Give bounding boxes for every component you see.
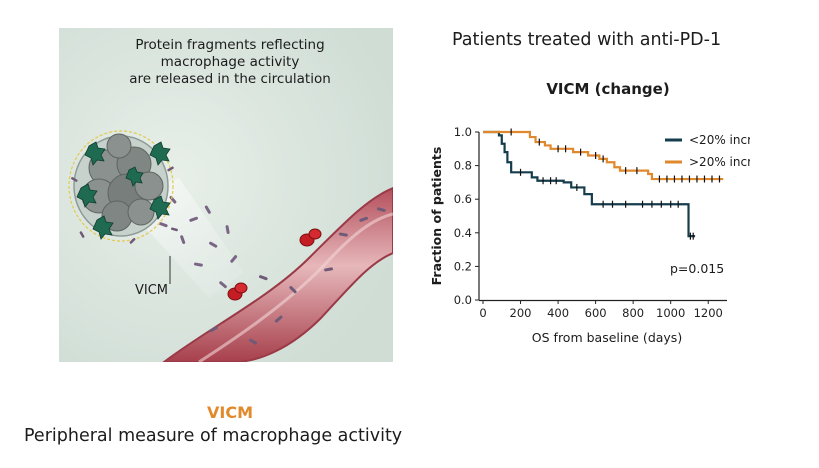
x-tick-label: 1000 xyxy=(656,306,685,320)
macrophage-cluster xyxy=(68,130,178,244)
series-line-1 xyxy=(483,130,696,238)
survival-chart: 0.00.20.40.60.81.00 200 400 600 800 1000 1200 … xyxy=(429,125,750,345)
p-value-annotation: p=0.015 xyxy=(670,261,724,276)
red-blood-cells xyxy=(227,228,322,301)
bottom-description: Peripheral measure of macrophage activit… xyxy=(24,426,403,446)
illustration-caption: Protein fragments reflecting macrophage … xyxy=(99,37,361,88)
y-tick-label: 0.8 xyxy=(454,159,472,173)
illustration-art xyxy=(59,28,393,362)
caption-line-1: Protein fragments reflecting xyxy=(135,37,325,53)
chart-axes: 0.0 0.2 0.4 0.6 0.8 1.0 0 200 400 600 800 1000 1200 xyxy=(454,125,727,320)
x-tick-label: 600 xyxy=(585,306,607,320)
y-tick-label: 0.6 xyxy=(454,192,472,206)
legend-label-2: >20% increase xyxy=(689,155,750,169)
caption-line-2: macrophage activity xyxy=(160,54,300,70)
x-axis-label: OS from baseline (days) xyxy=(532,330,682,345)
vessel-fragments xyxy=(209,207,386,345)
y-tick-label: 0.4 xyxy=(454,226,472,240)
legend-label-1: <20% increase xyxy=(689,133,750,147)
chart-heading: Patients treated with anti-PD-1 xyxy=(452,30,722,50)
macrophage-illustration: Protein fragments reflecting macrophage … xyxy=(59,28,393,362)
series-line-2 xyxy=(483,130,724,181)
y-tick-label: 0.2 xyxy=(454,259,472,273)
released-fragments xyxy=(158,195,238,289)
y-tick-label: 0.0 xyxy=(454,293,472,307)
x-tick-label: 1200 xyxy=(694,306,723,320)
vicm-callout-label: VICM xyxy=(135,283,169,298)
x-tick-label: 400 xyxy=(547,306,569,320)
caption-line-3: are released in the circulation xyxy=(129,71,331,87)
x-tick-label: 0 xyxy=(479,306,486,320)
bottom-vicm-label: VICM xyxy=(207,403,253,422)
chart-series xyxy=(483,128,724,240)
chart-legend: <20% increase >20% increase xyxy=(665,133,750,169)
y-tick-label: 1.0 xyxy=(454,125,472,139)
chart-title: VICM (change) xyxy=(546,80,670,98)
x-tick-label: 800 xyxy=(622,306,644,320)
x-tick-label: 200 xyxy=(510,306,532,320)
y-axis-label: Fraction of patients xyxy=(429,147,444,286)
